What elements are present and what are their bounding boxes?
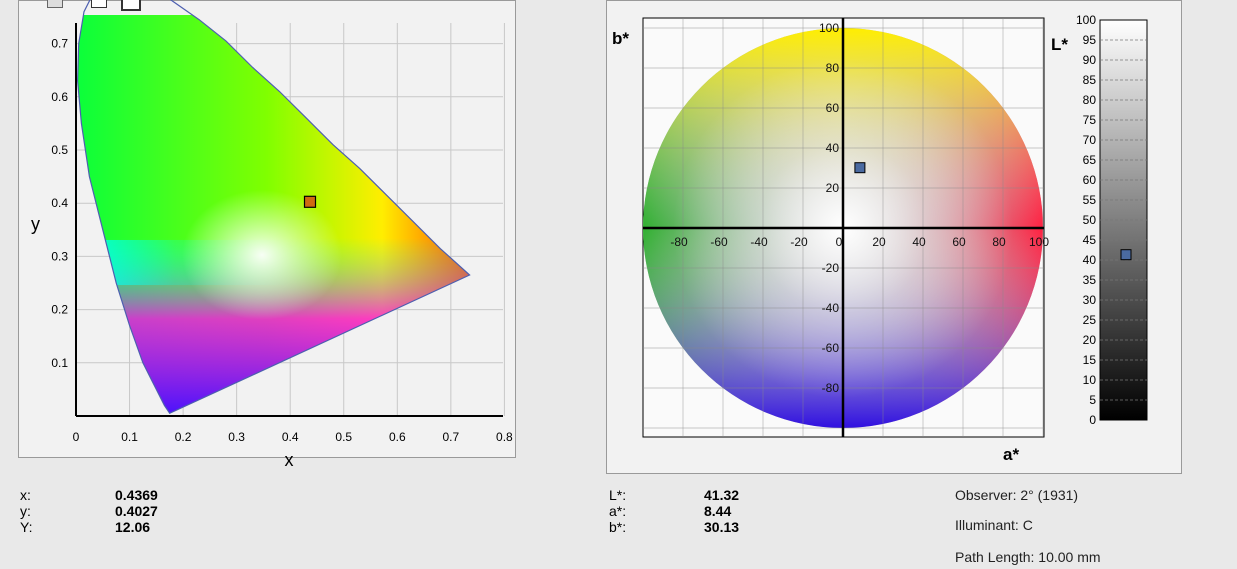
a-axis-title: a*: [1003, 445, 1019, 464]
y-tick-label: 0.5: [51, 143, 68, 157]
y-tick-label: 0.2: [51, 303, 68, 317]
measurement-marker[interactable]: [854, 162, 866, 174]
y-axis-title: y: [31, 214, 40, 234]
readout-value: 0.4027: [115, 503, 158, 519]
readout-value: 0.4369: [115, 487, 158, 503]
readout-row: a*: 8.44: [609, 503, 739, 519]
lightness-tick-label: 55: [1083, 193, 1097, 207]
lightness-tick-label: 30: [1083, 293, 1097, 307]
readout-label: L*:: [609, 487, 627, 503]
b-tick-label: -60: [822, 341, 840, 355]
b-tick-label: -40: [822, 301, 840, 315]
y-tick-label: 0.1: [51, 356, 68, 370]
path-length-label: Path Length: 10.00 mm: [955, 549, 1101, 565]
y-tick-label: 0.7: [51, 37, 68, 51]
lightness-tick-label: 20: [1083, 333, 1097, 347]
a-tick-label: 40: [912, 235, 926, 249]
readout-value: 8.44: [704, 503, 732, 519]
lightness-tick-label: 0: [1089, 413, 1096, 427]
toolbar-icon[interactable]: [121, 0, 141, 11]
readout-row: y: 0.4027: [20, 503, 158, 519]
b-tick-label: 100: [819, 21, 839, 35]
x-tick-label: 0.5: [335, 430, 352, 444]
xyY-readout: x: 0.4369 y: 0.4027 Y: 12.06: [20, 487, 158, 535]
lab-readout: L*: 41.32 a*: 8.44 b*: 30.13: [609, 487, 739, 535]
a-tick-label: -60: [710, 235, 728, 249]
lightness-tick-label: 50: [1083, 213, 1097, 227]
a-tick-label: 100: [1029, 235, 1049, 249]
lightness-tick-label: 45: [1083, 233, 1097, 247]
b-tick-label: 20: [826, 181, 840, 195]
readout-label: b*:: [609, 519, 627, 535]
y-tick-label: 0.6: [51, 90, 68, 104]
lightness-ticks: 1009590858075706560555045403530252015105…: [1076, 13, 1147, 427]
readout-label: a*:: [609, 503, 627, 519]
x-tick-label: 0.3: [228, 430, 245, 444]
b-tick-label: 60: [826, 101, 840, 115]
lightness-tick-label: 5: [1089, 393, 1096, 407]
lightness-tick-label: 75: [1083, 113, 1097, 127]
a-tick-label: -20: [790, 235, 808, 249]
lightness-tick-label: 95: [1083, 33, 1097, 47]
b-tick-label: 80: [826, 61, 840, 75]
readout-label: Y:: [20, 519, 33, 535]
b-tick-label: 40: [826, 141, 840, 155]
lightness-tick-label: 100: [1076, 13, 1096, 27]
toolbar-icon[interactable]: [91, 0, 107, 8]
x-tick-label: 0.6: [389, 430, 406, 444]
readout-label: x:: [20, 487, 31, 503]
readout-value: 12.06: [115, 519, 151, 535]
lightness-tick-label: 80: [1083, 93, 1097, 107]
measurement-marker[interactable]: [303, 195, 317, 208]
lightness-title: L*: [1051, 35, 1068, 54]
lightness-tick-label: 25: [1083, 313, 1097, 327]
a-tick-label: 60: [952, 235, 966, 249]
lightness-tick-label: 65: [1083, 153, 1097, 167]
readout-row: x: 0.4369: [20, 487, 158, 503]
x-axis-title: x: [285, 450, 294, 470]
x-tick-label: 0: [73, 430, 80, 444]
lightness-marker[interactable]: [1120, 249, 1132, 261]
x-tick-label: 0.8: [496, 430, 513, 444]
a-tick-label: -80: [670, 235, 688, 249]
axis-ticks: -80 -60 -40 -20 0 20 40 60 80 100 100 80 60 40 20 -20 -4…: [670, 21, 1049, 395]
x-tick-label: 0.1: [121, 430, 138, 444]
lightness-tick-label: 40: [1083, 253, 1097, 267]
readout-row: Y: 12.06: [20, 519, 158, 535]
lab-chart[interactable]: -80 -60 -40 -20 0 20 40 60 80 10010080604020-20-4…: [606, 0, 1182, 474]
lightness-tick-label: 90: [1083, 53, 1097, 67]
b-tick-label: -80: [822, 381, 840, 395]
lightness-tick-label: 10: [1083, 373, 1097, 387]
a-tick-label: 0: [836, 235, 843, 249]
observer-label: Observer: 2° (1931): [955, 487, 1079, 503]
a-tick-label: -40: [750, 235, 768, 249]
lightness-tick-label: 70: [1083, 133, 1097, 147]
lightness-tick-label: 85: [1083, 73, 1097, 87]
readout-row: b*: 30.13: [609, 519, 739, 535]
axis-ticks: 0 0.1 0.2 0.3 0.4 0.5 0.6 0.7 0.8 0.1 0.2 0.3 0.4 0.5…: [51, 37, 513, 444]
a-tick-label: 20: [872, 235, 886, 249]
lightness-tick-label: 60: [1083, 173, 1097, 187]
x-tick-label: 0.4: [282, 430, 299, 444]
readout-value: 30.13: [704, 519, 740, 535]
illuminant-label: Illuminant: C: [955, 517, 1033, 533]
lightness-tick-label: 35: [1083, 273, 1097, 287]
lightness-tick-label: 15: [1083, 353, 1097, 367]
panel-toolbar: [19, 0, 515, 11]
y-tick-label: 0.4: [51, 196, 68, 210]
readout-row: L*: 41.32: [609, 487, 739, 503]
cie-chart[interactable]: 0 0.1 0.2 0.3 0.4 0.5 0.6 0.7 0.8 0.1 0.2 0.3 0.4 0.5…: [0, 0, 520, 470]
spectral-locus: [76, 0, 471, 415]
readout-value: 41.32: [704, 487, 740, 503]
readout-label: y:: [20, 503, 31, 519]
x-tick-label: 0.7: [443, 430, 460, 444]
x-tick-label: 0.2: [175, 430, 192, 444]
b-tick-label: -20: [822, 261, 840, 275]
a-tick-label: 80: [992, 235, 1006, 249]
b-axis-title: b*: [612, 29, 629, 48]
toolbar-icon[interactable]: [47, 0, 63, 8]
y-tick-label: 0.3: [51, 249, 68, 263]
